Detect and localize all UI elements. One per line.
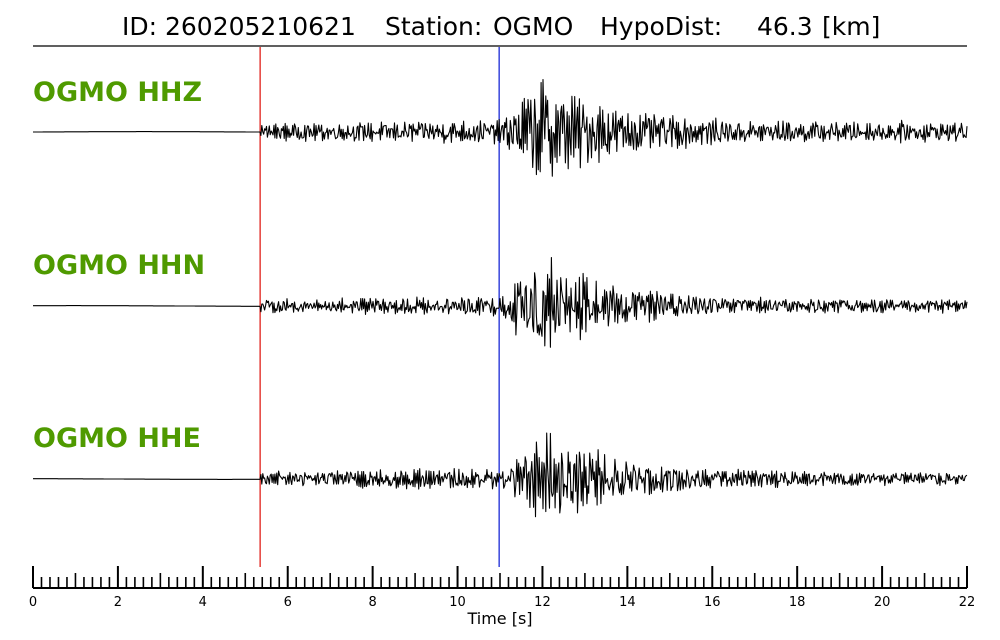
hypodist-unit: [km]	[822, 12, 880, 41]
x-tick-label: 8	[368, 595, 376, 610]
hypodist-value: 46.3	[757, 12, 813, 41]
x-tick-label: 16	[704, 595, 721, 610]
figure-title: ID: 260205210621 Station: OGMO HypoDist:…	[122, 12, 880, 41]
station-value: OGMO	[493, 12, 573, 41]
x-tick-label: 2	[114, 595, 122, 610]
trace-label-hhz: OGMO HHZ	[33, 77, 202, 108]
x-tick-label: 6	[284, 595, 292, 610]
trace-label-hhn: OGMO HHN	[33, 250, 205, 281]
event-id-value: 260205210621	[165, 12, 356, 41]
x-tick-label: 18	[789, 595, 806, 610]
x-tick-label: 22	[959, 595, 976, 610]
x-tick-label: 12	[534, 595, 551, 610]
x-tick-label: 14	[619, 595, 636, 610]
trace-label-hhe: OGMO HHE	[33, 423, 201, 454]
x-tick-label: 4	[199, 595, 207, 610]
x-axis-label: Time [s]	[466, 609, 532, 628]
x-tick-label: 10	[449, 595, 466, 610]
x-tick-label: 20	[874, 595, 891, 610]
hypodist-label: HypoDist:	[600, 12, 722, 41]
event-id-label: ID:	[122, 12, 157, 41]
station-label: Station:	[385, 12, 482, 41]
time-axis	[33, 566, 967, 588]
x-tick-label: 0	[29, 595, 37, 610]
